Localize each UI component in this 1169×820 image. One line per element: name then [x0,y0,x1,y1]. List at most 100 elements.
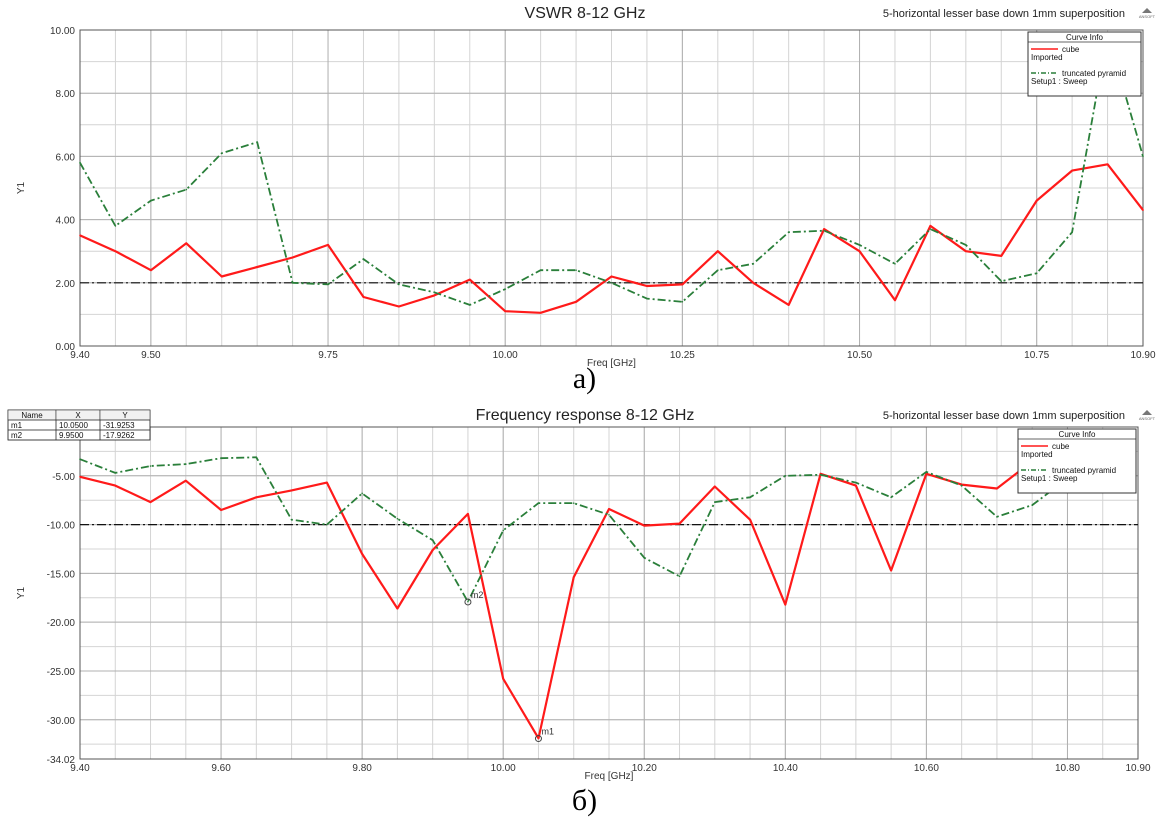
data-point-cube [681,283,684,286]
plot-frame [79,29,1144,347]
data-point-truncated-pyramid [681,300,684,303]
data-point-truncated-pyramid [819,474,822,476]
data-point-truncated-pyramid [396,517,399,520]
data-point-cube [858,250,861,252]
chart-title: VSWR 8-12 GHz [525,5,646,22]
data-point-truncated-pyramid [787,231,790,234]
data-point-truncated-pyramid [537,502,540,504]
marker-table-cell-box [99,429,151,441]
data-point-truncated-pyramid [925,471,928,473]
x-tick-label: 10.75 [1024,350,1049,361]
data-point-cube [468,278,471,281]
data-point-truncated-pyramid [433,291,436,294]
x-tick-label: 10.80 [1055,763,1080,774]
data-point-cube [291,256,294,259]
x-axis-label: Freq [GHz] [587,358,636,369]
ansoft-logo: ANSOFT [1139,416,1156,421]
data-point-truncated-pyramid [468,304,471,306]
data-point-truncated-pyramid [220,457,222,460]
data-point-cube [965,250,967,252]
data-point-cube [608,508,610,510]
data-point-truncated-pyramid [290,518,293,521]
data-point-truncated-pyramid [1071,231,1073,234]
x-tick-label: 9.75 [318,350,338,361]
data-point-truncated-pyramid [79,458,81,461]
y-tick-label: 8.00 [56,89,76,100]
marker-table-cell: m2 [11,431,23,440]
data-point-truncated-pyramid [996,515,998,518]
data-point-cube [185,242,188,245]
data-point-cube [79,234,81,237]
data-point-truncated-pyramid [1031,504,1033,506]
data-point-truncated-pyramid [575,269,577,271]
y-tick-label: -34.02 [47,755,76,766]
data-point-truncated-pyramid [185,188,188,191]
data-point-truncated-pyramid [362,258,365,260]
data-point-truncated-pyramid [678,575,681,578]
data-point-truncated-pyramid [572,502,575,504]
data-point-cube [678,522,681,525]
marker-table-header: X [75,411,81,420]
legend-box [1017,428,1137,494]
data-point-cube [114,250,117,252]
y-tick-label: -10.00 [47,521,76,532]
data-point-truncated-pyramid [149,465,152,467]
caption-b: б) [571,784,598,817]
marker-table-cell: 10.0500 [59,421,88,430]
x-tick-label: 10.90 [1130,350,1155,361]
x-tick-label: 10.40 [773,763,798,774]
data-point-truncated-pyramid [256,141,258,143]
x-tick-label: 10.00 [491,763,516,774]
x-tick-label: 10.50 [847,350,872,361]
data-point-cube [749,518,751,521]
data-point-cube [894,299,896,301]
data-point-cube [255,496,258,499]
data-point-cube [220,509,222,511]
ansoft-logo: ANSOFT [1139,14,1156,19]
marker-label: m2 [471,590,484,600]
y-tick-label: -25.00 [47,667,76,678]
x-axis-label: Freq [GHz] [585,771,634,782]
data-point-truncated-pyramid [291,282,294,284]
vswr-chart-panel: 9.40 9.50 9.75 10.00 10.25 10.50 10.75 10.90 0.0… [0,0,1169,370]
data-point-truncated-pyramid [255,456,258,459]
legend-entry-label: cube [1052,442,1070,451]
marker-table-header: Name [21,411,43,420]
data-point-cube [646,285,648,287]
x-tick-label: 9.60 [211,763,231,774]
data-point-cube [362,296,365,298]
data-point-cube [1142,209,1144,211]
data-point-cube [855,484,857,487]
marker-table-cell: 9.9500 [59,431,84,440]
data-point-cube [1035,199,1038,202]
y-tick-label: 4.00 [56,216,76,227]
x-tick-label: 10.60 [914,763,939,774]
data-point-truncated-pyramid [1000,280,1003,283]
marker-table-header: Y [122,411,128,420]
data-point-truncated-pyramid [749,496,751,499]
ansoft-logo-mark [1142,410,1152,415]
legend-entry-sublabel: Setup1 : Sweep [1021,474,1078,483]
legend-title: Curve Info [1066,33,1103,42]
data-point-cube [643,524,646,527]
data-point-cube [114,484,117,487]
marker-table-cell: -17.9262 [103,431,135,440]
data-point-cube [149,501,152,503]
data-point-cube [539,312,542,314]
data-point-cube [327,244,329,246]
data-point-truncated-pyramid [220,152,223,155]
vswr-chart: 9.40 9.50 9.75 10.00 10.25 10.50 10.75 10.90 0.0… [16,5,1156,369]
data-point-cube [572,576,575,579]
data-point-truncated-pyramid [855,481,857,484]
data-point-truncated-pyramid [965,244,967,246]
data-point-cube [361,553,363,555]
data-point-truncated-pyramid [326,523,328,526]
legend-box [1027,31,1142,97]
data-point-cube [996,487,998,490]
data-point-truncated-pyramid [717,269,719,271]
data-point-cube [290,489,293,492]
data-point-cube [714,485,716,488]
data-point-truncated-pyramid [610,282,613,284]
data-point-truncated-pyramid [960,484,963,487]
data-point-cube [575,300,577,303]
